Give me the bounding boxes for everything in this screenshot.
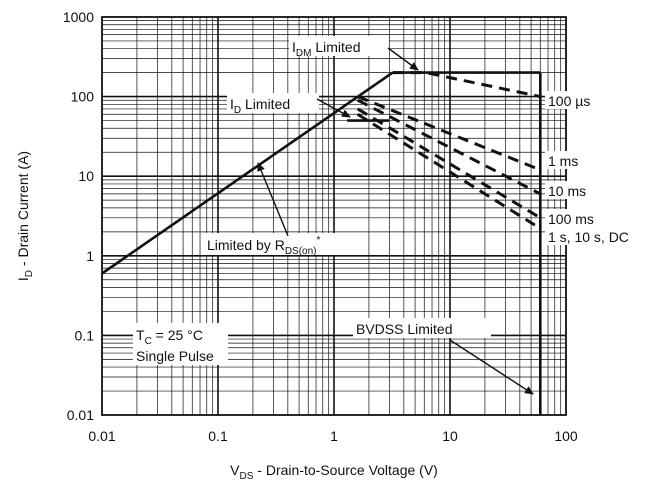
x-tick-label: 0.01 — [88, 428, 115, 444]
id-limited-label: ID Limited — [230, 96, 290, 116]
pulse-100us-label: 100 µs — [548, 93, 590, 109]
pulse-10ms-label: 10 ms — [548, 183, 586, 199]
pulse-1ms-label: 1 ms — [548, 153, 578, 169]
y-tick-label: 1000 — [63, 9, 94, 25]
idm-limited-label: IDM Limited — [292, 39, 360, 59]
idm-arrow — [387, 47, 419, 71]
series-limited-by-rds-on — [101, 71, 394, 275]
rds-arrow — [257, 162, 289, 237]
y-tick-label: 0.1 — [75, 327, 95, 343]
series-100-ms — [356, 107, 542, 220]
y-tick-labels: 0.01 0.1 1 10 100 1000 — [63, 9, 94, 423]
x-tick-label: 10 — [442, 428, 458, 444]
x-tick-label: 1 — [330, 428, 338, 444]
x-tick-labels: 0.01 0.1 1 10 100 — [88, 428, 578, 444]
x-axis-title: VDS - Drain-to-Source Voltage (V) — [230, 462, 438, 482]
y-tick-label: 1 — [86, 248, 94, 264]
y-tick-label: 10 — [78, 168, 94, 184]
pulse-dc-label: 1 s, 10 s, DC — [548, 229, 629, 245]
temperature-label: TC = 25 °C — [136, 327, 203, 347]
bvdss-arrow — [449, 339, 534, 395]
x-tick-label: 100 — [554, 428, 578, 444]
y-tick-label: 100 — [71, 89, 95, 105]
single-pulse-label: Single Pulse — [136, 348, 214, 364]
bvdss-limited-label: BVDSS Limited — [356, 321, 452, 337]
rds-limited-label: Limited by RDS(on)* — [207, 235, 321, 257]
pulse-100ms-label: 100 ms — [548, 211, 594, 227]
series-100-s — [392, 71, 541, 99]
x-tick-label: 0.1 — [208, 428, 228, 444]
series-1-s-10-s-dc — [356, 113, 542, 230]
series-1-ms — [357, 95, 541, 172]
y-axis-title: ID - Drain Current (A) — [15, 151, 35, 281]
series-10-ms — [357, 98, 541, 196]
series-layer — [101, 71, 542, 415]
y-tick-label: 0.01 — [67, 407, 94, 423]
id-arrow — [316, 98, 351, 118]
